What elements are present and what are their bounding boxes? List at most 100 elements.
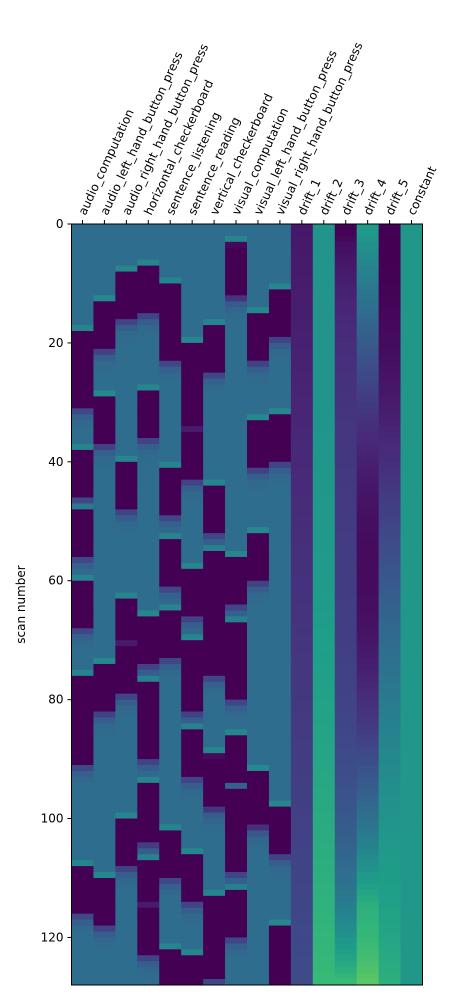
heatmap-cell [71,408,94,415]
heatmap-cell [334,295,358,302]
heatmap-cell [115,979,138,986]
heatmap-cell [247,824,270,831]
heatmap-cell [268,521,292,528]
heatmap-cell [225,973,248,980]
heatmap-cell [268,378,292,385]
heatmap-cell [312,640,336,647]
heatmap-cell [71,384,94,391]
heatmap-cell [400,669,423,677]
heatmap-cell [312,378,336,385]
heatmap-cell [159,378,182,385]
heatmap-cell [312,759,336,766]
heatmap-cell [247,408,270,415]
heatmap-cell [378,509,401,516]
heatmap-cell [290,937,314,944]
heatmap-cell [93,331,116,338]
heatmap-cell [378,438,401,445]
heatmap-cell [268,586,292,594]
heatmap-cell [290,235,314,243]
heatmap-cell [137,331,160,338]
heatmap-cell [181,586,204,594]
heatmap-cell [268,420,292,427]
heatmap-cell [400,622,423,629]
heatmap-cell [247,331,270,338]
heatmap-cell [181,342,204,350]
heatmap-cell [181,235,204,243]
heatmap-cell [137,854,160,861]
heatmap-cell [290,354,314,362]
heatmap-cell [159,247,182,255]
heatmap-cell [378,455,401,463]
heatmap-cell [400,907,423,915]
heatmap-cell [225,545,248,552]
heatmap-cell [356,331,380,338]
heatmap-cell [334,241,358,249]
heatmap-cell [356,325,380,332]
heatmap-cell [400,289,423,296]
heatmap-cell [268,854,292,861]
heatmap-cell [93,378,116,385]
heatmap-cell [137,307,160,314]
heatmap-cell [247,610,270,617]
heatmap-cell [400,753,423,760]
heatmap-cell [268,735,292,742]
heatmap-cell [225,342,248,350]
heatmap-cell [159,782,182,790]
heatmap-cell [290,652,314,659]
heatmap-cell [181,681,204,689]
heatmap-cell [247,860,270,867]
heatmap-cell [378,229,401,237]
heatmap-cell [115,384,138,391]
heatmap-cell [378,414,401,421]
heatmap-cell [378,646,401,653]
heatmap-cell [71,224,94,231]
heatmap-cell [247,277,270,284]
heatmap-cell [290,485,314,492]
heatmap-cell [93,961,116,968]
heatmap-cell [378,776,401,784]
heatmap-cell [93,610,116,617]
heatmap-cell [247,503,270,510]
heatmap-cell [268,812,292,819]
heatmap-cell [203,866,226,873]
heatmap-cell [71,289,94,296]
heatmap-cell [93,663,116,671]
heatmap-cell [115,776,138,784]
heatmap-cell [356,402,380,409]
heatmap-cell [334,848,358,855]
heatmap-cell [71,319,94,326]
heatmap-cell [115,931,138,938]
heatmap-cell [71,973,94,980]
heatmap-cell [356,289,380,296]
heatmap-cell [334,634,358,641]
heatmap-cell [290,681,314,689]
heatmap-cell [247,342,270,350]
heatmap-cell [290,961,314,968]
heatmap-cell [203,735,226,742]
heatmap-cell [181,550,204,558]
heatmap-cell [378,420,401,427]
heatmap-cell [159,806,182,813]
heatmap-cell [247,539,270,546]
heatmap-cell [115,449,138,457]
heatmap-cell [400,943,423,950]
heatmap-cell [159,919,182,926]
heatmap-cell [115,580,138,588]
heatmap-cell [159,467,182,475]
heatmap-cell [334,461,358,469]
heatmap-cell [378,669,401,677]
heatmap-cell [93,414,116,421]
heatmap-cell [115,782,138,790]
heatmap-cell [356,759,380,766]
heatmap-cell [312,872,336,879]
heatmap-cell [203,860,226,867]
heatmap-cell [115,473,138,481]
heatmap-cell [312,301,336,308]
heatmap-cell [312,830,336,837]
heatmap-cell [356,640,380,647]
heatmap-cell [115,824,138,831]
heatmap-cell [334,937,358,944]
heatmap-cell [137,420,160,427]
heatmap-cell [334,467,358,475]
heatmap-cell [181,556,204,564]
